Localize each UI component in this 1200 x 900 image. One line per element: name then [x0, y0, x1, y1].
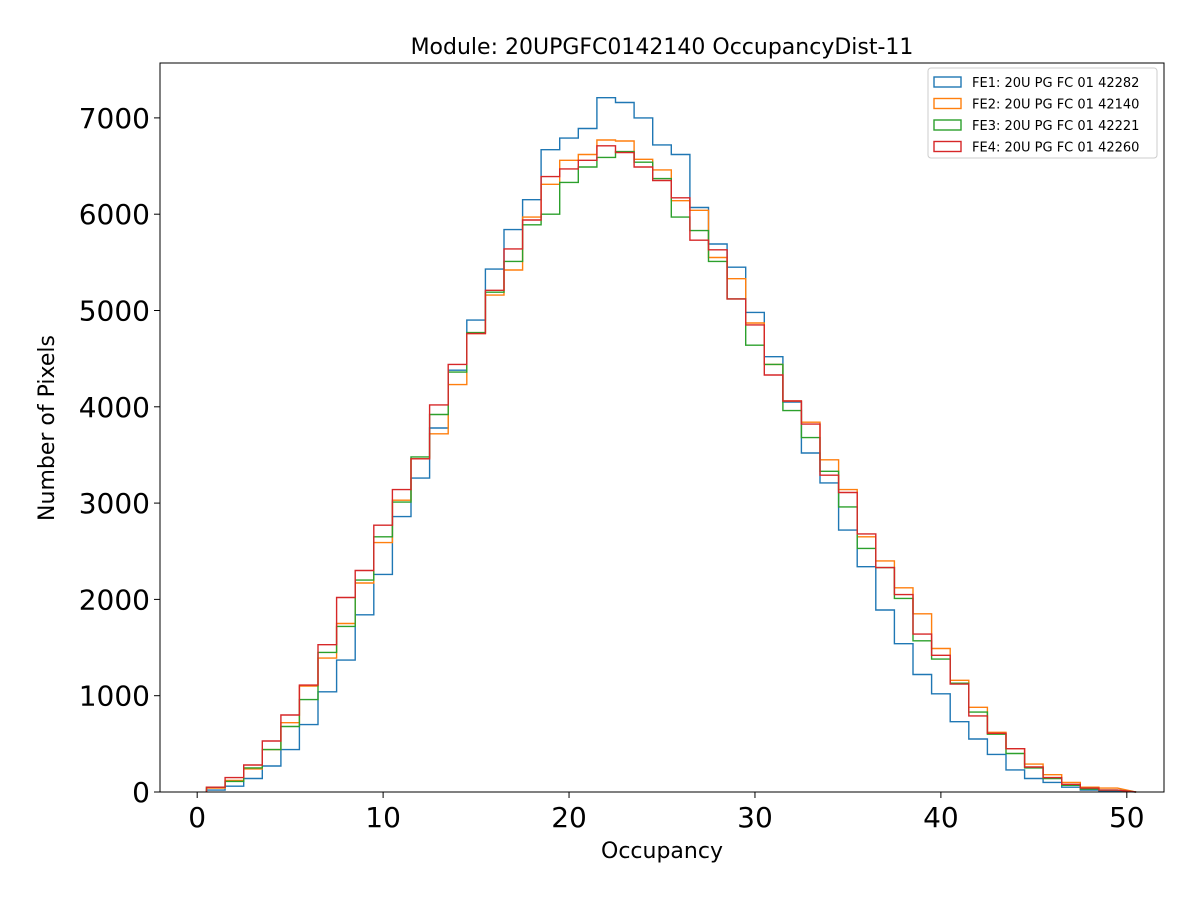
y-tick-label: 3000 [79, 487, 150, 520]
y-tick-label: 6000 [79, 198, 150, 231]
y-tick-label: 0 [132, 776, 150, 809]
series-2-line [205, 139, 1137, 793]
y-tick-label: 2000 [79, 583, 150, 616]
histogram-series-group [205, 97, 1137, 793]
series-4-line [205, 145, 1137, 793]
legend-swatch-4 [933, 140, 962, 153]
series-3-line [205, 150, 1137, 793]
y-axis-label: Number of Pixels [35, 335, 60, 521]
x-tick-label: 20 [551, 801, 587, 834]
x-axis: 0 10 20 30 40 50 [188, 792, 1145, 834]
legend-label-4: FE4: 20U PG FC 01 42260 [972, 141, 1139, 156]
y-tick-label: 7000 [79, 102, 150, 135]
x-tick-label: 50 [1109, 801, 1145, 834]
x-tick-label: 40 [923, 801, 959, 834]
legend-frame [927, 67, 1158, 159]
legend-swatch-3 [933, 119, 962, 131]
legend-label-1: FE1: 20U PG FC 01 42282 [972, 76, 1139, 91]
x-tick-label: 10 [365, 801, 401, 834]
series-1-line [205, 97, 1137, 793]
legend-label-3: FE3: 20U PG FC 01 42221 [972, 119, 1139, 134]
plot-frame [159, 62, 1165, 793]
x-tick-label: 0 [188, 801, 206, 834]
x-tick-label: 30 [737, 801, 773, 834]
legend-swatch-1 [933, 76, 962, 88]
y-tick-label: 4000 [79, 391, 150, 424]
x-axis-label: Occupancy [601, 839, 723, 864]
chart-legend: FE1: 20U PG FC 01 42282 FE2: 20U PG FC 01… [927, 67, 1158, 159]
legend-label-2: FE2: 20U PG FC 01 42140 [972, 98, 1139, 113]
y-axis: 0 1000 2000 3000 4000 5000 6000 7000 [79, 102, 160, 809]
y-tick-label: 5000 [79, 294, 150, 327]
chart-title: Module: 20UPGFC0142140 OccupancyDist-11 [411, 35, 914, 60]
y-tick-label: 1000 [79, 680, 150, 713]
legend-swatch-2 [933, 97, 962, 110]
